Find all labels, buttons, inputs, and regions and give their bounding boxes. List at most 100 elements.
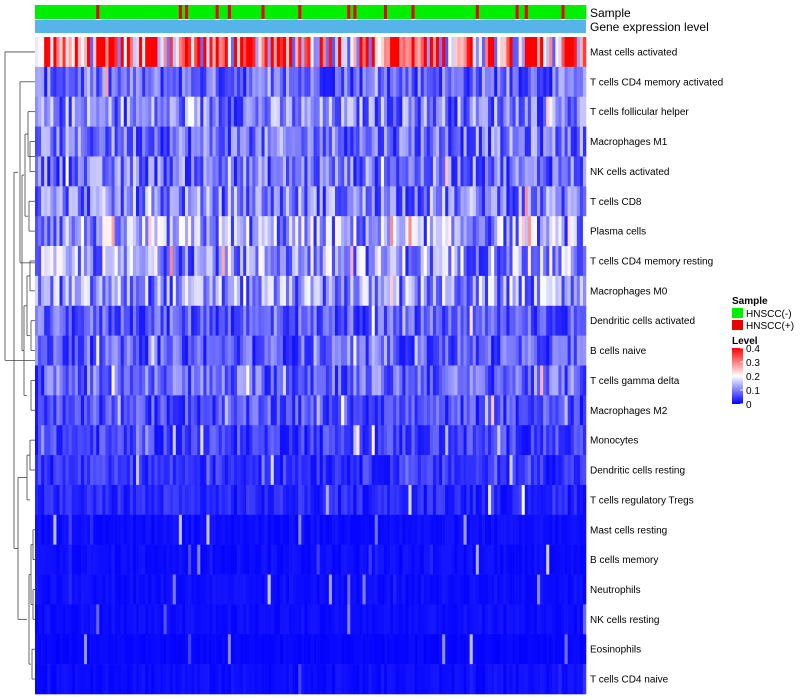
heatmap-cell — [396, 574, 400, 605]
heatmap-cell — [506, 514, 510, 545]
heatmap-cell — [292, 37, 296, 68]
heatmap-cell — [129, 216, 134, 247]
heatmap-cell — [460, 455, 464, 486]
heatmap-cell — [90, 186, 94, 217]
heatmap-cell — [500, 96, 504, 127]
heatmap-cell — [579, 96, 584, 127]
heatmap-cell — [393, 455, 397, 486]
heatmap-cell — [478, 37, 483, 68]
heatmap-cell — [411, 365, 415, 396]
heatmap-cell — [432, 664, 437, 695]
heatmap-cell — [227, 96, 232, 127]
heatmap-cell — [549, 126, 553, 157]
heatmap-cell — [537, 216, 541, 247]
heatmap-cell — [466, 186, 470, 217]
heatmap-cell — [59, 126, 63, 157]
heatmap-cell — [129, 544, 134, 575]
heatmap-cell — [515, 305, 519, 336]
heatmap-cell — [524, 365, 529, 396]
heatmap-cell — [191, 395, 195, 426]
heatmap-cell — [347, 305, 351, 336]
heatmap-cell — [157, 664, 161, 695]
heatmap-cell — [249, 544, 253, 575]
heatmap-cell — [292, 335, 296, 366]
sample-cell — [463, 5, 467, 19]
heatmap-cell — [215, 664, 219, 695]
heatmap-cell — [172, 305, 177, 336]
heatmap-cell — [41, 246, 45, 277]
heatmap-cell — [500, 335, 504, 366]
heatmap-cell — [38, 126, 42, 157]
heatmap-cell — [396, 305, 400, 336]
sample-cell — [506, 5, 510, 19]
heatmap-cell — [414, 514, 418, 545]
sample-cell — [488, 5, 492, 19]
heatmap-cell — [282, 664, 287, 695]
heatmap-cell — [423, 604, 428, 635]
heatmap-cell — [481, 365, 486, 396]
heatmap-cell — [65, 455, 69, 486]
heatmap-cell — [322, 365, 327, 396]
heatmap-cell — [184, 634, 189, 665]
heatmap-cell — [111, 186, 115, 217]
heatmap-cell — [123, 126, 128, 157]
heatmap-cell — [209, 275, 213, 307]
heatmap-cell — [62, 604, 66, 635]
heatmap-cell — [71, 126, 76, 157]
heatmap-cell — [417, 126, 421, 157]
heatmap-cell — [292, 96, 296, 127]
heatmap-cell — [249, 216, 253, 247]
sample-cell — [209, 5, 213, 19]
heatmap-cell — [460, 305, 464, 336]
heatmap-cell — [429, 66, 434, 98]
heatmap-cell — [319, 37, 324, 68]
heatmap-cell — [108, 156, 112, 187]
heatmap-cell — [148, 634, 152, 665]
heatmap-cell — [90, 604, 94, 635]
heatmap-cell — [582, 664, 587, 695]
heatmap-cell — [279, 395, 284, 426]
heatmap-cell — [481, 37, 486, 68]
heatmap-cell — [209, 365, 213, 396]
heatmap-cell — [240, 275, 244, 307]
heatmap-cell — [402, 246, 406, 277]
heatmap-cell — [145, 634, 149, 665]
heatmap-cell — [132, 37, 137, 68]
heatmap-cell — [71, 246, 76, 277]
heatmap-cell — [175, 96, 180, 127]
heatmap-cell — [518, 305, 523, 336]
sample-cell — [240, 5, 244, 19]
heatmap-cell — [87, 37, 91, 68]
heatmap-cell — [573, 425, 578, 456]
row-label: Neutrophils — [590, 585, 641, 596]
heatmap-cell — [117, 365, 122, 396]
heatmap-cell — [481, 186, 486, 217]
heatmap-cell — [50, 335, 54, 366]
heatmap-cell — [469, 66, 474, 98]
heatmap-cell — [481, 634, 486, 665]
heatmap-cell — [65, 216, 69, 247]
heatmap-cell — [350, 246, 354, 277]
heatmap-cell — [579, 335, 584, 366]
heatmap-cell — [365, 574, 369, 605]
heatmap-cell — [402, 544, 406, 575]
heatmap-cell — [292, 634, 296, 665]
heatmap-cell — [359, 335, 363, 366]
heatmap-cell — [304, 484, 308, 516]
heatmap-cell — [540, 455, 544, 486]
heatmap-cell — [515, 455, 519, 486]
heatmap-cell — [203, 216, 207, 247]
heatmap-cell — [380, 604, 385, 635]
heatmap-cell — [344, 574, 348, 605]
heatmap-cell — [371, 365, 376, 396]
heatmap-cell — [475, 544, 480, 575]
heatmap-cell — [488, 634, 492, 665]
heatmap-cell — [160, 395, 164, 426]
heatmap-cell — [203, 275, 207, 307]
heatmap-cell — [454, 246, 458, 277]
heatmap-cell — [555, 634, 559, 665]
heatmap-cell — [267, 335, 272, 366]
heatmap-cell — [448, 305, 452, 336]
heatmap-cell — [77, 604, 82, 635]
heatmap-cell — [47, 156, 51, 187]
